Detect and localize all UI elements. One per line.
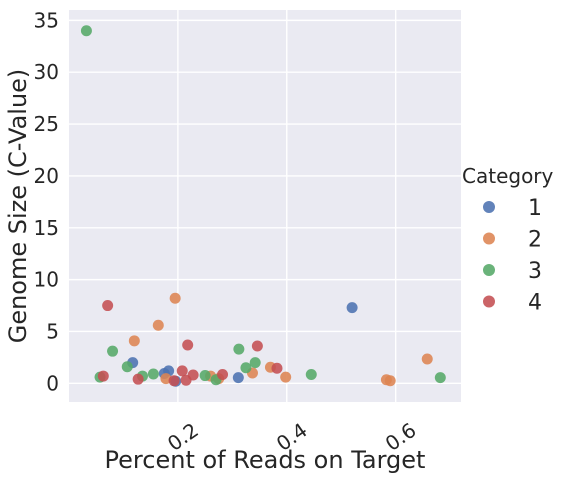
data-point-category-1 xyxy=(232,372,244,384)
data-point-category-3 xyxy=(121,361,133,373)
y-tick-label: 20 xyxy=(34,164,59,188)
data-point-category-4 xyxy=(271,362,283,374)
y-tick-labels: 0 5 10 15 20 25 30 35 xyxy=(34,8,59,395)
data-point-category-4 xyxy=(187,369,199,381)
data-point-category-3 xyxy=(80,25,92,37)
data-point-category-4 xyxy=(251,340,263,352)
data-point-category-4 xyxy=(97,370,109,382)
data-point-category-4 xyxy=(176,365,188,377)
data-point-category-2 xyxy=(128,335,140,347)
data-point-category-4 xyxy=(102,300,114,312)
data-point-category-1 xyxy=(346,302,358,314)
data-point-category-2 xyxy=(169,292,181,304)
data-point-category-2 xyxy=(421,353,433,365)
data-point-category-3 xyxy=(240,362,252,374)
data-point-category-2 xyxy=(280,371,292,383)
legend-marker-2 xyxy=(483,232,495,245)
y-axis-label: Genome Size (C-Value) xyxy=(4,69,32,344)
y-tick-label: 35 xyxy=(34,8,59,32)
legend-marker-3 xyxy=(483,264,495,276)
data-point-category-3 xyxy=(434,372,446,384)
legend-label-4: 4 xyxy=(528,291,542,316)
legend-label-1: 1 xyxy=(528,196,542,221)
y-tick-label: 30 xyxy=(34,60,59,84)
legend-label-3: 3 xyxy=(528,259,542,284)
data-points xyxy=(80,25,446,387)
data-point-category-3 xyxy=(147,368,159,380)
y-tick-label: 10 xyxy=(34,268,59,292)
x-axis-label: Percent of Reads on Target xyxy=(105,446,426,474)
plot-background xyxy=(69,10,461,402)
y-tick-label: 25 xyxy=(34,112,59,136)
data-point-category-3 xyxy=(199,370,211,382)
legend-marker-4 xyxy=(483,295,495,308)
gridlines xyxy=(69,10,461,402)
y-tick-label: 15 xyxy=(34,216,59,240)
data-point-category-3 xyxy=(305,369,317,381)
y-tick-label: 0 xyxy=(46,371,59,395)
legend-marker-1 xyxy=(483,201,495,213)
legend: Category 1 2 3 4 xyxy=(462,164,554,316)
data-point-category-3 xyxy=(233,343,245,355)
y-tick-label: 5 xyxy=(46,319,59,343)
legend-title: Category xyxy=(462,164,554,188)
data-point-category-2 xyxy=(152,319,164,331)
data-point-category-3 xyxy=(249,357,261,369)
data-point-category-4 xyxy=(217,369,229,381)
data-point-category-4 xyxy=(132,373,144,385)
data-point-category-2 xyxy=(384,375,396,387)
data-point-category-4 xyxy=(168,375,180,387)
data-point-category-4 xyxy=(182,339,194,351)
legend-label-2: 2 xyxy=(528,228,542,253)
data-point-category-3 xyxy=(107,345,119,357)
